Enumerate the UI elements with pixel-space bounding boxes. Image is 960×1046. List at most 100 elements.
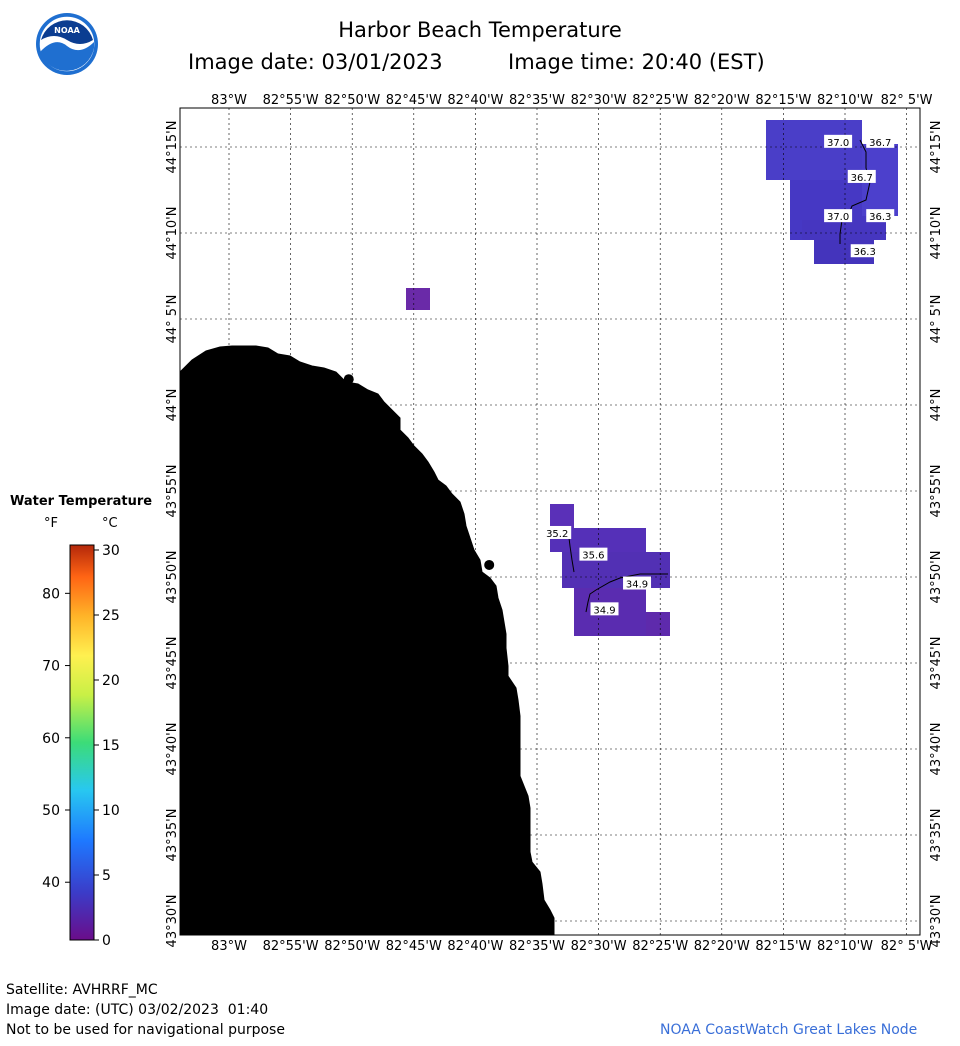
- longitude-label: 82°55'W: [263, 939, 319, 954]
- latitude-label: 43°35'N: [165, 809, 180, 862]
- temperature-label-box: [623, 576, 652, 590]
- satellite-label: Satellite: AVHRRF_MC: [6, 982, 158, 998]
- longitude-label: 82°50'W: [324, 939, 380, 954]
- place-label: Harbor Beach: [356, 569, 466, 588]
- temperature-label: 36.3: [869, 212, 891, 223]
- temperature-label-box: [866, 134, 895, 148]
- temperature-label: 34.9: [593, 605, 615, 616]
- temperature-cell: [802, 220, 886, 240]
- temperature-label: 35.6: [582, 551, 604, 562]
- longitude-label: 82°10'W: [817, 939, 873, 954]
- latitude-label: 43°45'N: [929, 637, 944, 690]
- temperature-label: 36.7: [851, 173, 873, 184]
- image-date: Image date: 03/01/2023: [188, 50, 443, 74]
- latitude-label: 44°10'N: [165, 207, 180, 260]
- legend-title: Water Temperature: [10, 494, 153, 509]
- temperature-labels: 37.0 36.7 36.7 37.0 36.3 36.3 35.2 35.6 34.9 34.9: [543, 134, 895, 616]
- longitude-labels-bottom: 83°W 82°55'W 82°50'W 82°45'W 82°40'W 82°35'W 8…: [211, 939, 933, 954]
- latitude-label: 44°15'N: [165, 121, 180, 174]
- legend-tick-f: 80: [42, 586, 60, 602]
- latitude-label: 43°40'N: [165, 723, 180, 776]
- latitude-label: 43°45'N: [165, 637, 180, 690]
- temperature-label-box: [850, 244, 879, 258]
- longitude-label: 82°15'W: [755, 939, 811, 954]
- place-marker: [343, 374, 354, 385]
- latitude-label: 43°50'N: [929, 551, 944, 604]
- image-time: Image time: 20:40 (EST): [508, 50, 765, 74]
- credit-link[interactable]: NOAA CoastWatch Great Lakes Node: [660, 1022, 918, 1038]
- temperature-label-box: [543, 525, 572, 539]
- temperature-label-box: [866, 209, 895, 223]
- longitude-label: 82° 5'W: [881, 93, 933, 108]
- temperature-label: 36.3: [854, 247, 876, 258]
- latitude-label: 43°55'N: [165, 465, 180, 518]
- latitude-label: 44°N: [929, 389, 944, 422]
- longitude-label: 82°50'W: [324, 93, 380, 108]
- longitude-labels-top: 83°W 82°55'W 82°50'W 82°45'W 82°40'W 82°35'W 8…: [211, 93, 933, 108]
- disclaimer: Not to be used for navigational purpose: [6, 1022, 285, 1038]
- temperature-cell: [550, 504, 574, 528]
- latitude-label: 43°40'N: [929, 723, 944, 776]
- temperature-cell: [646, 612, 670, 636]
- latitude-label: 44° 5'N: [165, 295, 180, 344]
- legend-tick-f: 40: [42, 875, 60, 891]
- temperature-label-box: [824, 134, 853, 148]
- temperature-label-box: [824, 209, 853, 223]
- legend-tick-c: 25: [102, 608, 120, 624]
- temperature-cell: [766, 120, 862, 180]
- longitude-label: 82°25'W: [632, 93, 688, 108]
- longitude-label: 82°45'W: [386, 939, 442, 954]
- map-area: 37.0 36.7 36.7 37.0 36.3 36.3 35.2 35.6 34.9 34.9…: [179, 107, 921, 936]
- legend-tick-c: 20: [102, 673, 120, 689]
- latitude-label: 43°30'N: [929, 895, 944, 948]
- temperature-label-box: [590, 602, 619, 616]
- longitude-label: 83°W: [211, 939, 247, 954]
- latitude-label: 44°N: [165, 389, 180, 422]
- longitude-label: 82°15'W: [755, 93, 811, 108]
- latitude-label: 44° 5'N: [929, 295, 944, 344]
- page-title: Harbor Beach Temperature: [338, 18, 622, 42]
- image-date-utc: Image date: (UTC) 03/02/2023 01:40: [6, 1002, 269, 1018]
- graticule: [180, 108, 920, 935]
- legend-unit-c: °C: [102, 516, 118, 531]
- legend-tick-f: 70: [42, 659, 60, 675]
- temperature-label: 36.7: [869, 138, 891, 149]
- place-marker: [229, 355, 240, 366]
- latitude-label: 43°50'N: [165, 551, 180, 604]
- longitude-label: 82°30'W: [571, 93, 627, 108]
- temperature-label: 37.0: [827, 138, 849, 149]
- legend-unit-f: °F: [44, 516, 58, 531]
- temperature-label: 34.9: [626, 580, 648, 591]
- legend-tick-c: 0: [102, 933, 111, 949]
- longitude-label: 82°55'W: [263, 93, 319, 108]
- latitude-label: 44°15'N: [929, 121, 944, 174]
- legend-color-bar: [69, 544, 95, 941]
- latitude-labels-right: 44°15'N 44°10'N 44° 5'N 44°N 43°55'N 43°50'N 4…: [929, 121, 944, 948]
- latitude-label: 44°10'N: [929, 207, 944, 260]
- place-marker: [484, 559, 495, 570]
- longitude-label: 82°10'W: [817, 93, 873, 108]
- temperature-label-box: [579, 547, 608, 561]
- legend-tick-f: 50: [42, 803, 60, 819]
- temperature-label: 35.2: [546, 529, 568, 540]
- latitude-label: 43°30'N: [165, 895, 180, 948]
- longitude-label: 82°40'W: [447, 939, 503, 954]
- noaa-logo-icon: NOAA: [36, 13, 98, 75]
- legend-tick-c: 10: [102, 803, 120, 819]
- latitude-labels-left: 44°15'N 44°10'N 44° 5'N 44°N 43°55'N 43°50'N 4…: [165, 121, 180, 948]
- longitude-label: 83°W: [211, 93, 247, 108]
- longitude-label: 82°30'W: [571, 939, 627, 954]
- longitude-label: 82°20'W: [694, 93, 750, 108]
- latitude-label: 43°55'N: [929, 465, 944, 518]
- longitude-label: 82°35'W: [509, 939, 565, 954]
- legend-tick-f: 60: [42, 731, 60, 747]
- longitude-label: 82°40'W: [447, 93, 503, 108]
- temperature-label: 37.0: [827, 212, 849, 223]
- temperature-label-box: [847, 169, 876, 183]
- temperature-cell: [406, 288, 430, 310]
- temperature-cell: [562, 552, 670, 588]
- latitude-label: 43°35'N: [929, 809, 944, 862]
- legend-tick-c: 5: [102, 868, 111, 884]
